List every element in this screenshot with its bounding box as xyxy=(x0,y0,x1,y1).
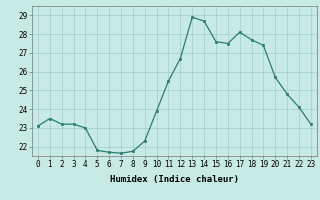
X-axis label: Humidex (Indice chaleur): Humidex (Indice chaleur) xyxy=(110,175,239,184)
